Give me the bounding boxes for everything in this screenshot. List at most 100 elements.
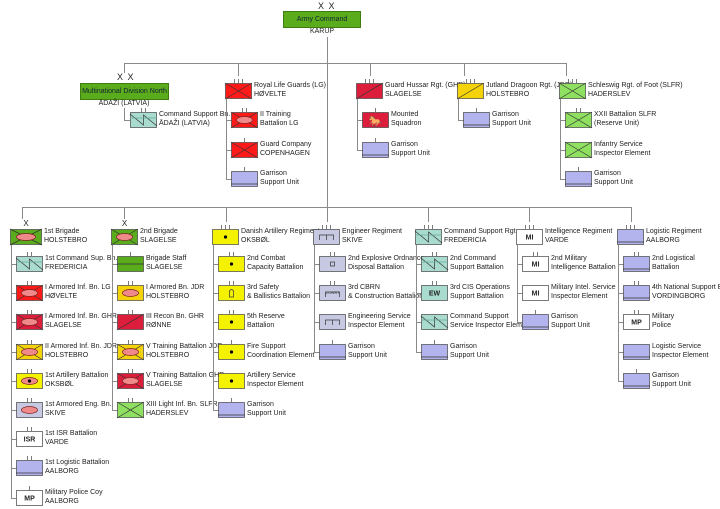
unit-name: Logistic Regiment [646, 228, 702, 235]
eod-unit-symbol-icon [319, 252, 346, 272]
unit-location: Support Unit [652, 380, 691, 388]
unit-label: 1st ISR Battalion VARDE [45, 430, 97, 447]
division-location: ĀDAŽI (LATVIA) [98, 100, 150, 107]
connector-line [618, 352, 624, 353]
unit-label: 1st Logistic Battalion AALBORG [45, 459, 109, 476]
unit-name: 2nd Logistical [652, 255, 695, 262]
unit-label: Engineering Service Inspector Element [348, 313, 411, 330]
unit-label: 2nd Logistical Battalion [652, 255, 695, 272]
recon-unit-symbol-icon [116, 310, 145, 331]
sp-artillery-unit-symbol-icon [16, 369, 43, 389]
support-unit-symbol-icon [421, 340, 448, 360]
connector-line [618, 322, 624, 323]
signal-unit-symbol-icon [129, 108, 158, 128]
unit-name: 1st Logistic Battalion [45, 459, 110, 466]
unit-name: XIII Light Inf. Bn. SLFR [146, 401, 218, 408]
unit-name: 3rd CBRN [348, 284, 380, 291]
armor-unit-symbol-icon [117, 281, 144, 301]
unit-label: 2nd Command Support Battalion [450, 255, 504, 272]
unit-name: Jutland Dragoon Rgt. (JDR) [486, 82, 573, 89]
unit-label: Infantry Service Inspector Element [594, 141, 650, 158]
unit-label: I Armored Bn. JDR HOLSTEBRO [146, 284, 204, 301]
unit-name: 2nd Combat [247, 255, 286, 262]
text-unit-symbol-icon: MP [623, 310, 650, 330]
unit-location: Support Unit [391, 149, 430, 157]
text-unit-symbol-icon: MI [522, 285, 549, 301]
unit-location: HØVELTE [45, 292, 78, 300]
unit-name: Garrison [348, 343, 375, 350]
unit-location: HOLSTEBRO [486, 90, 530, 98]
spine-line [11, 245, 12, 498]
unit-location: Capacity Battalion [247, 263, 304, 271]
infantry-unit-symbol-icon [564, 108, 593, 129]
unit-location: AALBORG [646, 236, 680, 244]
unit-label: Fire Support Coordination Element [247, 343, 314, 360]
division-box: Multinational Division North [80, 83, 169, 100]
unit-name: Garrison [260, 170, 287, 177]
division-echelon: X X [117, 72, 135, 82]
unit-name: 1st Brigade [44, 228, 80, 235]
text-unit-symbol-icon: MI [516, 225, 543, 245]
spine-line [112, 245, 113, 410]
recon-unit-symbol-icon [456, 79, 485, 100]
unit-location: SLAGELSE [146, 380, 183, 388]
army-command-location: KARUP [309, 28, 335, 35]
army-command-box: Army Command [283, 11, 361, 28]
unit-location: SLAGELSE [140, 236, 177, 244]
unit-label: Garrison Support Unit [450, 343, 489, 360]
connector-line [11, 498, 17, 499]
unit-location: VARDE [45, 438, 69, 446]
unit-location: AALBORG [45, 467, 79, 475]
connector-line [618, 381, 624, 382]
unit-location: HOLSTEBRO [45, 351, 89, 359]
unit-name: Command Support [450, 313, 509, 320]
spine-line [314, 245, 315, 352]
unit-location: Disposal Battalion [348, 263, 405, 271]
connector-line [112, 293, 118, 294]
infantry-unit-symbol-icon [116, 398, 145, 419]
unit-name: Schleswig Rgt. of Foot (SLFR) [588, 82, 683, 89]
connector-line [560, 150, 566, 151]
echelon-mark: X [23, 219, 29, 228]
unit-location: HØVELTE [254, 90, 287, 98]
drop-line [631, 207, 632, 222]
unit-location: Battalion [652, 263, 680, 271]
armored-infantry-unit-symbol-icon: X [110, 219, 139, 246]
unit-name: II Armored Inf. Bn. JDR [45, 343, 117, 350]
unit-location: Inspector Element [594, 149, 651, 157]
unit-name: 3rd Safety [247, 284, 279, 291]
signal-unit-symbol-icon [420, 314, 449, 330]
unit-location: Support Unit [594, 178, 633, 186]
unit-location: FREDERICIA [444, 236, 487, 244]
connector-line [112, 322, 118, 323]
support-unit-symbol-icon [623, 344, 650, 360]
connector-line [213, 381, 219, 382]
unit-location: HOLSTEBRO [146, 351, 190, 359]
unit-name: Fire Support [247, 343, 286, 350]
drop-line [566, 63, 567, 76]
artillery-unit-symbol-icon [218, 252, 245, 272]
unit-location: Support Unit [348, 351, 387, 359]
unit-name: V Training Battalion JDR [146, 343, 223, 350]
unit-location: Support Unit [450, 351, 489, 359]
support-unit-symbol-icon [623, 252, 650, 272]
unit-location: SLAGELSE [45, 321, 82, 329]
unit-label: Command Support Rgt. FREDERICIA [444, 228, 518, 245]
symbol-text: EW [429, 291, 441, 298]
support-unit-symbol-icon [218, 398, 245, 418]
unit-location: ĀDAŽI (LATVIA) [159, 119, 210, 127]
unit-label: Intelligence Regiment VARDE [545, 228, 612, 245]
symbol-text: MI [532, 262, 540, 269]
connector-line [416, 322, 422, 323]
drop-line [226, 207, 227, 222]
unit-name: 5th Reserve [247, 313, 285, 320]
connector-line [416, 293, 422, 294]
unit-label: 1st Artillery Battalion OKSBØL [45, 372, 108, 389]
unit-label: 2nd Brigade SLAGELSE [140, 228, 178, 245]
unit-label: Brigade Staff SLAGELSE [146, 255, 186, 272]
unit-location: SKIVE [342, 236, 363, 244]
unit-label: XIII Light Inf. Bn. SLFR HADERSLEV [146, 401, 218, 418]
unit-location: & Construction Battalion [348, 292, 424, 300]
unit-label: Schleswig Rgt. of Foot (SLFR) HADERSLEV [588, 82, 683, 99]
